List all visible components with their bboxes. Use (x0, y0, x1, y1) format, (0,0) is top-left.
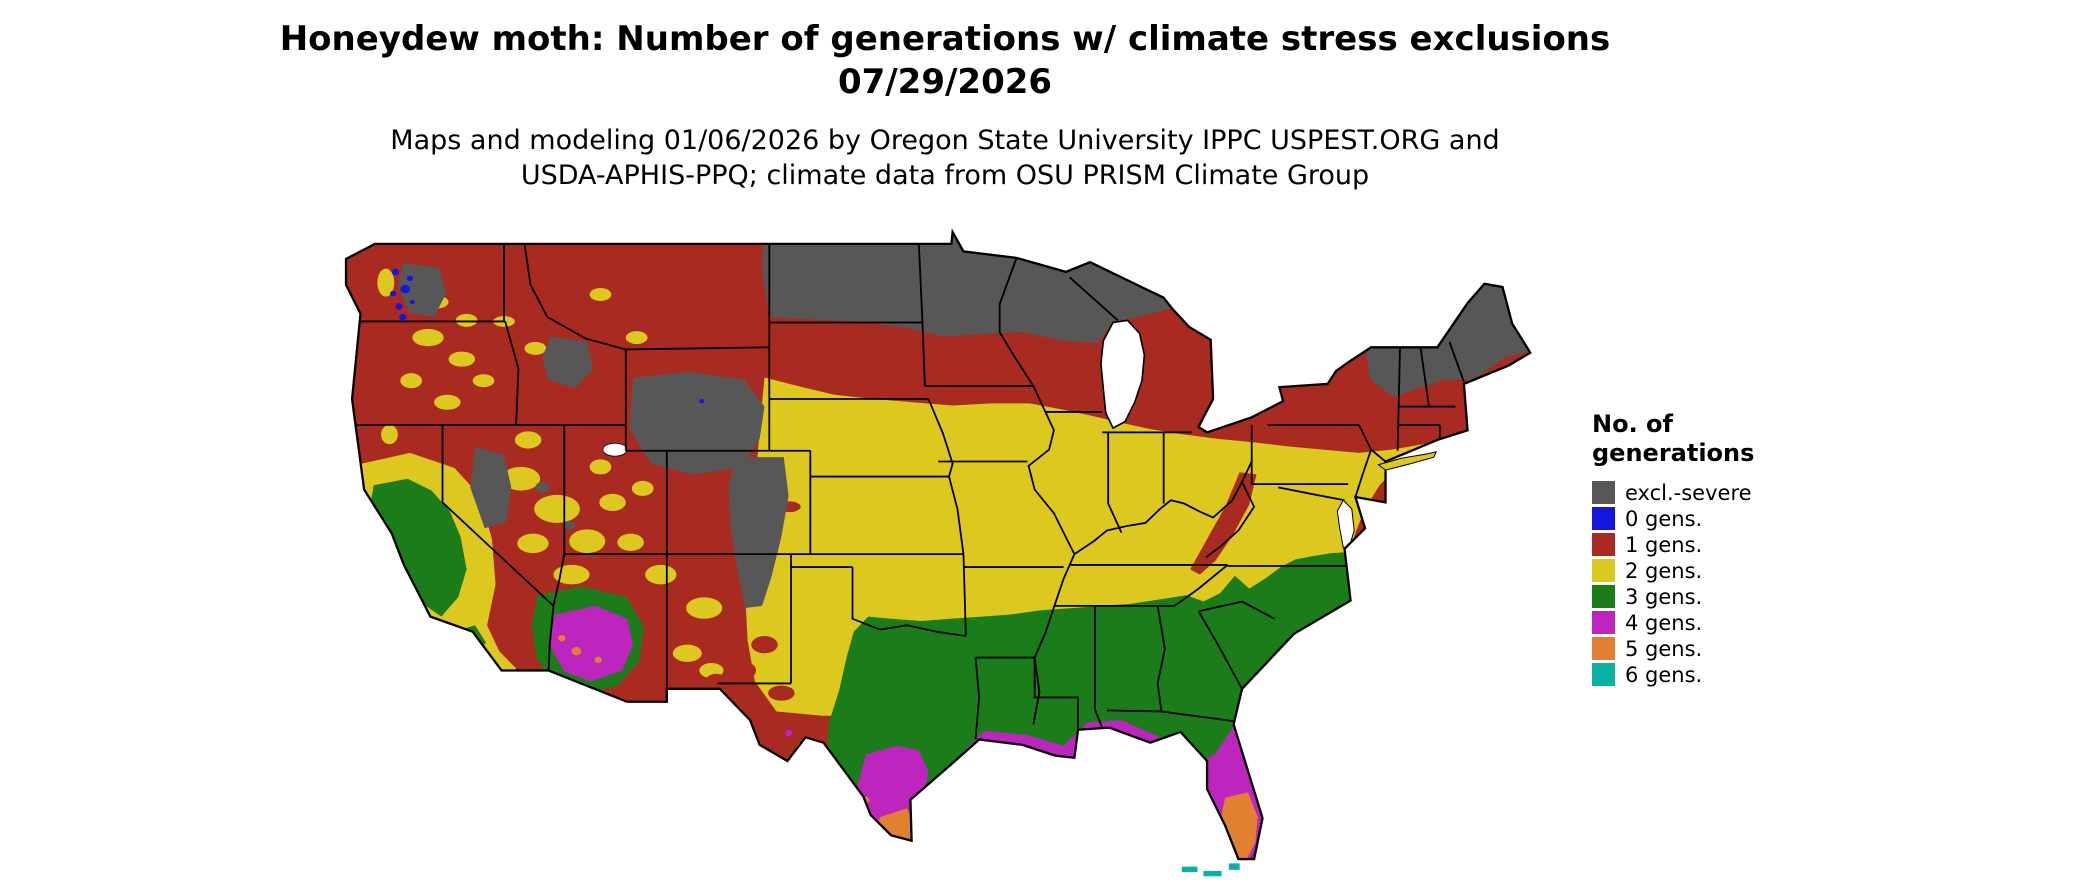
subtitle-line1: Maps and modeling 01/06/2026 by Oregon S… (390, 125, 1500, 156)
header: Honeydew moth: Number of generations w/ … (0, 18, 1890, 193)
legend-title-line1: No. of (1592, 410, 1673, 438)
zone-1-gens-patches (705, 361, 1257, 732)
us-map-svg (340, 218, 1558, 877)
map-subtitle: Maps and modeling 01/06/2026 by Oregon S… (0, 123, 1890, 193)
legend-label: 6 gens. (1625, 662, 1703, 687)
legend-item: 0 gens. (1592, 506, 1912, 532)
subtitle-line2: USDA-APHIS-PPQ; climate data from OSU PR… (520, 160, 1370, 192)
legend: No. of generations excl.-severe 0 gens. … (1592, 410, 1912, 688)
legend-label: excl.-severe (1625, 480, 1752, 505)
legend-swatch-excl-severe (1592, 481, 1615, 505)
legend-swatch-1-gens (1592, 533, 1615, 557)
legend-label: 3 gens. (1625, 584, 1703, 609)
zone-0-gens (390, 268, 705, 404)
legend-title-line2: generations (1592, 438, 1755, 467)
legend-item: 6 gens. (1592, 662, 1912, 688)
us-map (340, 218, 1558, 886)
legend-label: 5 gens. (1625, 636, 1703, 661)
state-borders (354, 244, 1463, 740)
legend-swatch-3-gens (1592, 585, 1615, 609)
florida-keys (1181, 863, 1240, 877)
us-outline (346, 232, 1530, 859)
legend-label: 4 gens. (1625, 610, 1703, 635)
map-date: 07/29/2026 (837, 61, 1053, 102)
great-salt-lake (603, 443, 627, 456)
legend-item: 2 gens. (1592, 558, 1912, 584)
map-title-text: Honeydew moth: Number of generations w/ … (279, 19, 1611, 59)
legend-item: 3 gens. (1592, 584, 1912, 610)
legend-label: 0 gens. (1625, 506, 1703, 531)
lake-michigan (1101, 320, 1144, 428)
legend-swatch-0-gens (1592, 507, 1615, 531)
long-island (1378, 452, 1436, 470)
legend-swatch-4-gens (1592, 611, 1615, 635)
legend-title: No. of generations (1592, 410, 1912, 468)
legend-item: excl.-severe (1592, 480, 1912, 506)
legend-item: 1 gens. (1592, 532, 1912, 558)
map-title: Honeydew moth: Number of generations w/ … (0, 18, 1890, 103)
legend-swatch-2-gens (1592, 559, 1615, 583)
legend-item: 5 gens. (1592, 636, 1912, 662)
legend-swatch-6-gens (1592, 663, 1615, 687)
legend-items: excl.-severe 0 gens. 1 gens. 2 gens. 3 g… (1592, 480, 1912, 688)
legend-swatch-5-gens (1592, 637, 1615, 661)
legend-label: 2 gens. (1625, 558, 1703, 583)
legend-item: 4 gens. (1592, 610, 1912, 636)
legend-label: 1 gens. (1625, 532, 1703, 557)
map-zones (346, 232, 1531, 860)
